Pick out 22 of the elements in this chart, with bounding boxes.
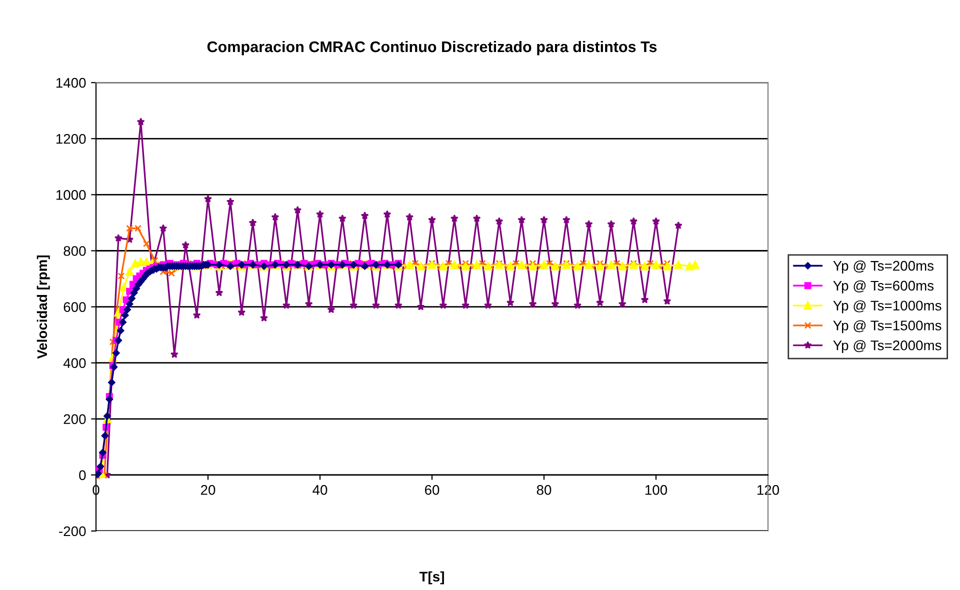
x-tick-label: 100	[645, 485, 668, 495]
legend-label: Yp @ Ts=200ms	[833, 260, 934, 274]
y-tick-label: 800	[64, 246, 86, 256]
y-tick-label: 400	[63, 358, 86, 368]
y-tick-label: 0	[79, 470, 86, 480]
y-tick-label: -200	[59, 526, 86, 536]
y-tick-label: 1400	[56, 78, 86, 88]
x-tick-label: 80	[536, 485, 552, 495]
legend-label: Yp @ Ts=600ms	[833, 280, 934, 294]
y-tick-label: 1000	[56, 190, 86, 200]
legend-label: Yp @ Ts=1500ms	[833, 320, 942, 334]
x-tick-label: 60	[424, 485, 440, 495]
chart-title: Comparacion CMRAC Continuo Discretizado para distintos Ts	[207, 40, 657, 56]
x-tick-label: 40	[312, 485, 328, 495]
y-tick-label: 1200	[56, 134, 86, 144]
legend-label: Yp @ Ts=1000ms	[833, 300, 942, 314]
y-tick-label: 200	[64, 414, 86, 424]
y-tick-label: 600	[64, 302, 86, 312]
x-axis-title: T[s]	[419, 571, 444, 584]
y-axis-title: Velocidad [rpm]	[36, 255, 50, 359]
x-tick-label: 20	[200, 485, 216, 495]
legend-label: Yp @ Ts=2000ms	[833, 340, 942, 354]
